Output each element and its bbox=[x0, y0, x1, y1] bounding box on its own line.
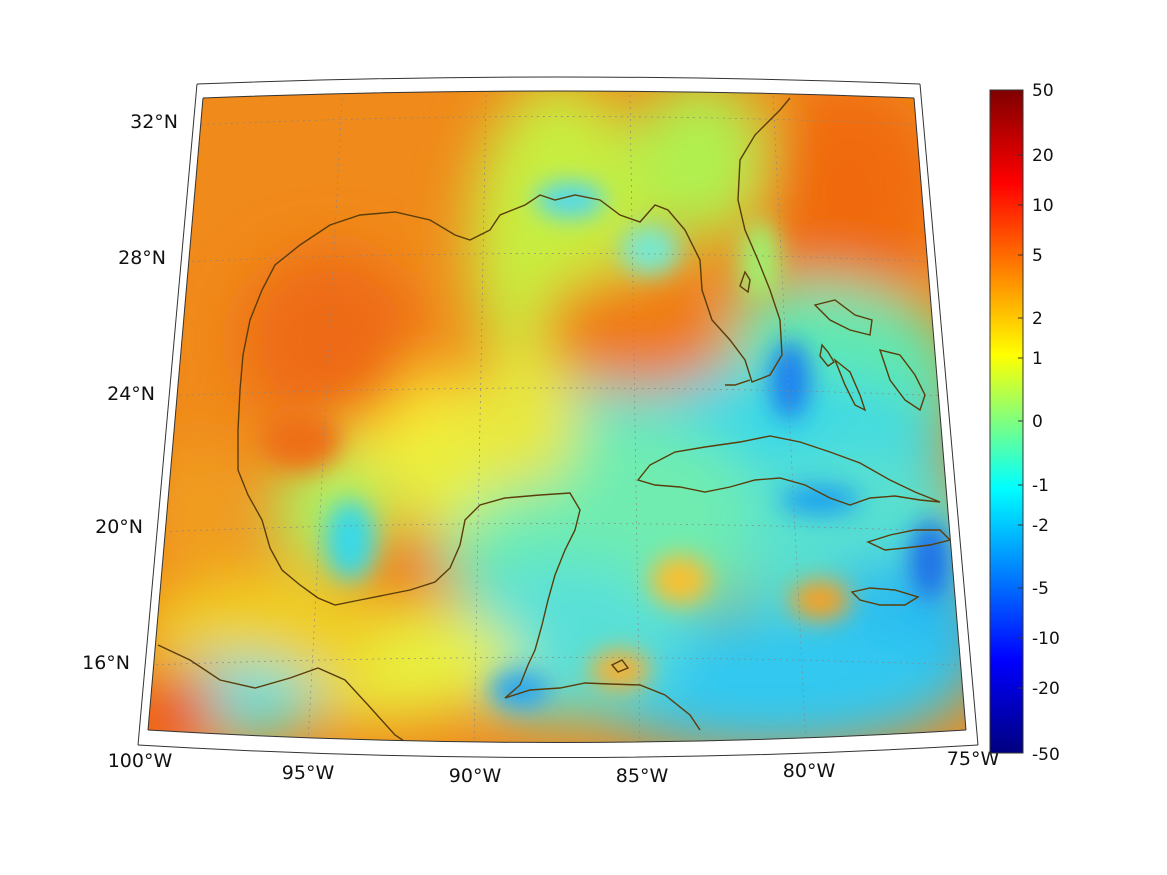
colorbar-label: 1 bbox=[1032, 349, 1043, 369]
central-america-coastline bbox=[504, 682, 701, 731]
colorbar-label: -5 bbox=[1032, 579, 1049, 599]
lon-label: 75°W bbox=[947, 748, 1000, 770]
jamaica-coastline bbox=[850, 587, 920, 606]
lat-label: 16°N bbox=[82, 652, 130, 674]
colorbar-label: 50 bbox=[1032, 81, 1054, 101]
colorbar-label: -1 bbox=[1032, 476, 1049, 496]
longitude-labels: 100°W 95°W 90°W 85°W 80°W 75°W bbox=[108, 748, 1000, 787]
lat-label: 20°N bbox=[95, 516, 143, 538]
colorbar-label: 10 bbox=[1032, 196, 1054, 216]
cuba-coastline bbox=[636, 435, 941, 506]
lon-label: 100°W bbox=[108, 750, 173, 772]
lon-label: 80°W bbox=[783, 760, 836, 782]
lat-label: 28°N bbox=[118, 247, 166, 269]
colorbar-label: 20 bbox=[1032, 146, 1054, 166]
colorbar-label: -10 bbox=[1032, 629, 1060, 649]
lat-label: 24°N bbox=[107, 383, 155, 405]
colorbar-label: 5 bbox=[1032, 246, 1043, 266]
lon-label: 90°W bbox=[449, 765, 502, 787]
graticule bbox=[149, 94, 963, 743]
lat-label: 32°N bbox=[130, 111, 178, 133]
colorbar-label: 0 bbox=[1032, 412, 1043, 432]
coastlines bbox=[157, 97, 952, 743]
field-shading bbox=[148, 91, 966, 743]
pacific-mexico-boundary bbox=[157, 644, 411, 743]
gulf-coastline bbox=[237, 97, 791, 599]
colorbar-label: -50 bbox=[1032, 745, 1060, 765]
colorbar: 50 20 10 5 2 1 0 -1 -2 -5 -10 -20 -50 bbox=[989, 81, 1060, 765]
latitude-labels: 32°N 28°N 24°N 20°N 16°N bbox=[82, 111, 178, 674]
colorbar-label: 2 bbox=[1032, 309, 1043, 329]
lon-label: 95°W bbox=[282, 762, 335, 784]
colorbar-label: -20 bbox=[1032, 679, 1060, 699]
yucatan-coastline bbox=[317, 492, 581, 699]
lon-label: 85°W bbox=[616, 765, 669, 787]
colorbar-label: -2 bbox=[1032, 516, 1049, 536]
bahamas-coastline bbox=[813, 299, 873, 336]
colorbar-ticks bbox=[1018, 154, 1023, 689]
map-frame bbox=[137, 76, 979, 758]
